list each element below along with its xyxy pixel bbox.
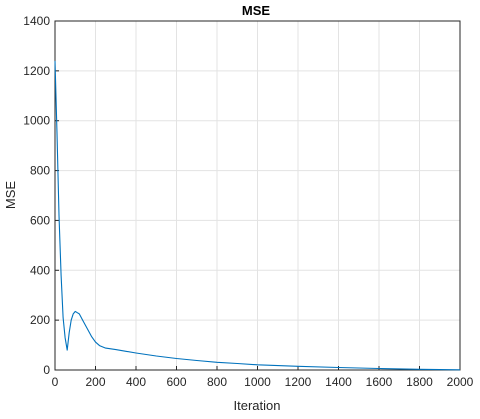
series-layer xyxy=(54,60,461,371)
y-axis-label: MSE xyxy=(3,181,18,210)
y-tick-label: 1400 xyxy=(23,14,50,28)
x-tick-label: 1800 xyxy=(406,375,433,389)
y-tick-label: 800 xyxy=(30,164,50,178)
x-tick-label: 400 xyxy=(126,375,146,389)
x-tick-label: 1400 xyxy=(325,375,352,389)
x-axis: 0 200 400 600 800 1000 1200 1400 1600 1800 2000 xyxy=(52,366,474,389)
x-tick-label: 600 xyxy=(166,375,186,389)
series-line-mse xyxy=(54,60,461,371)
y-tick-label: 200 xyxy=(30,313,50,327)
y-axis: 0 200 400 600 800 1000 1200 1400 xyxy=(23,14,59,377)
x-tick-label: 0 xyxy=(52,375,59,389)
x-tick-label: 1200 xyxy=(285,375,312,389)
y-tick-label: 400 xyxy=(30,263,50,277)
y-tick-label: 1000 xyxy=(23,114,50,128)
x-tick-label: 800 xyxy=(207,375,227,389)
x-tick-label: 1600 xyxy=(366,375,393,389)
x-tick-label: 2000 xyxy=(447,375,474,389)
x-tick-label: 1000 xyxy=(244,375,271,389)
chart-title: MSE xyxy=(242,3,271,18)
y-tick-label: 1200 xyxy=(23,64,50,78)
x-tick-label: 200 xyxy=(85,375,105,389)
x-axis-label: Iteration xyxy=(234,398,281,413)
y-tick-label: 0 xyxy=(43,363,50,377)
y-tick-label: 600 xyxy=(30,213,50,227)
